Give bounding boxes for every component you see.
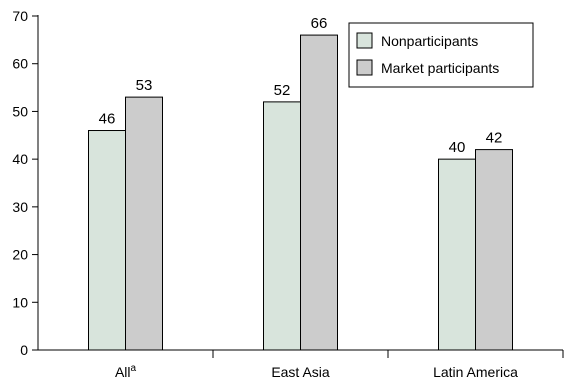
x-axis: Alla East Asia Latin America	[38, 349, 564, 380]
legend-swatch	[356, 32, 373, 49]
x-category-text: All	[115, 364, 131, 380]
y-tick-label: 70	[12, 8, 28, 24]
y-tick-label: 0	[20, 342, 28, 358]
legend-swatch	[356, 59, 373, 76]
x-category-text: Latin America	[433, 364, 518, 380]
bar-value-label: 46	[99, 111, 116, 128]
legend-label: Nonparticipants	[381, 33, 478, 49]
legend-box	[348, 22, 534, 88]
y-tick-label: 60	[12, 56, 28, 72]
y-tick-label: 20	[12, 247, 28, 263]
x-category-text: East Asia	[271, 364, 330, 380]
x-category-label: Alla	[115, 363, 137, 380]
x-category-label: East Asia	[271, 364, 330, 380]
bar-value-label: 53	[136, 77, 153, 94]
bar-value-label: 42	[486, 130, 503, 147]
y-tick-label: 10	[12, 294, 28, 310]
y-tick-label: 40	[12, 151, 28, 167]
legend: Nonparticipants Market participants	[348, 22, 534, 88]
bar-value-label: 66	[311, 15, 328, 32]
y-tick-label: 30	[12, 199, 28, 215]
bar-nonparticipants	[438, 158, 476, 351]
bar-value-label: 52	[274, 82, 291, 99]
bar-nonparticipants	[263, 101, 301, 351]
bar-value-label: 40	[449, 139, 466, 156]
bar-market-participants	[475, 149, 513, 351]
y-axis: 0 10 20 30 40 50 60 70	[12, 8, 39, 358]
bar-market-participants	[300, 34, 338, 351]
x-category-label: Latin America	[433, 364, 518, 380]
y-tick-label: 50	[12, 103, 28, 119]
bars: 46 53 52 66 40 42	[88, 15, 513, 351]
x-category-footnote-marker: a	[131, 363, 137, 374]
bar-nonparticipants	[88, 130, 126, 351]
bar-market-participants	[125, 96, 163, 351]
legend-label: Market participants	[381, 60, 499, 76]
